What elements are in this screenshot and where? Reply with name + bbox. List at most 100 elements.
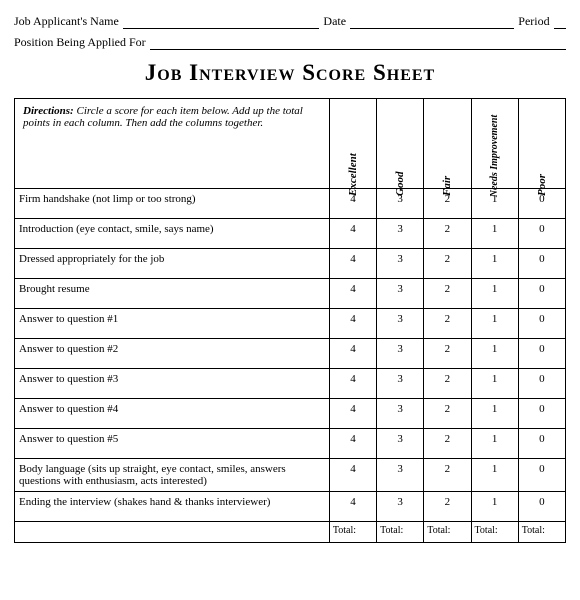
- score-cell[interactable]: 4: [329, 309, 376, 339]
- table-row: Answer to question #243210: [15, 339, 566, 369]
- score-cell[interactable]: 3: [377, 339, 424, 369]
- score-cell[interactable]: 3: [377, 279, 424, 309]
- totals-empty-cell: [15, 522, 330, 543]
- item-cell: Answer to question #5: [15, 429, 330, 459]
- score-cell[interactable]: 2: [424, 279, 471, 309]
- score-cell[interactable]: 2: [424, 249, 471, 279]
- item-cell: Answer to question #1: [15, 309, 330, 339]
- score-cell[interactable]: 1: [471, 399, 518, 429]
- score-cell[interactable]: 0: [518, 309, 565, 339]
- table-row: Ending the interview (shakes hand & than…: [15, 492, 566, 522]
- score-cell[interactable]: 0: [518, 492, 565, 522]
- item-cell: Answer to question #3: [15, 369, 330, 399]
- table-row: Answer to question #343210: [15, 369, 566, 399]
- score-cell[interactable]: 2: [424, 492, 471, 522]
- score-cell[interactable]: 4: [329, 459, 376, 492]
- table-header-row: Directions: Circle a score for each item…: [15, 99, 566, 189]
- score-cell[interactable]: 3: [377, 219, 424, 249]
- score-cell[interactable]: 3: [377, 399, 424, 429]
- score-cell[interactable]: 2: [424, 219, 471, 249]
- applicant-name-blank[interactable]: [123, 15, 320, 29]
- item-cell: Answer to question #2: [15, 339, 330, 369]
- score-cell[interactable]: 4: [329, 369, 376, 399]
- score-cell[interactable]: 4: [329, 429, 376, 459]
- score-cell[interactable]: 3: [377, 309, 424, 339]
- item-cell: Ending the interview (shakes hand & than…: [15, 492, 330, 522]
- directions-label: Directions:: [23, 105, 74, 117]
- score-cell[interactable]: 3: [377, 369, 424, 399]
- table-row: Introduction (eye contact, smile, says n…: [15, 219, 566, 249]
- score-cell[interactable]: 0: [518, 339, 565, 369]
- header-line-1: Job Applicant's Name Date Period: [14, 14, 566, 29]
- table-row: Answer to question #543210: [15, 429, 566, 459]
- score-cell[interactable]: 4: [329, 339, 376, 369]
- score-cell[interactable]: 0: [518, 369, 565, 399]
- score-cell[interactable]: 4: [329, 219, 376, 249]
- item-cell: Body language (sits up straight, eye con…: [15, 459, 330, 492]
- score-cell[interactable]: 1: [471, 459, 518, 492]
- score-cell[interactable]: 2: [424, 429, 471, 459]
- score-cell[interactable]: 2: [424, 399, 471, 429]
- applicant-name-label: Job Applicant's Name: [14, 14, 119, 29]
- col-head-excellent: Excellent: [329, 99, 376, 189]
- score-cell[interactable]: 3: [377, 429, 424, 459]
- score-cell[interactable]: 0: [518, 429, 565, 459]
- score-cell[interactable]: 0: [518, 279, 565, 309]
- date-blank[interactable]: [350, 15, 514, 29]
- total-cell[interactable]: Total:: [424, 522, 471, 543]
- score-cell[interactable]: 2: [424, 369, 471, 399]
- item-cell: Introduction (eye contact, smile, says n…: [15, 219, 330, 249]
- item-cell: Firm handshake (not limp or too strong): [15, 189, 330, 219]
- score-cell[interactable]: 1: [471, 429, 518, 459]
- score-cell[interactable]: 1: [471, 492, 518, 522]
- period-label: Period: [518, 14, 549, 29]
- score-cell[interactable]: 2: [424, 309, 471, 339]
- table-row: Answer to question #443210: [15, 399, 566, 429]
- score-cell[interactable]: 1: [471, 309, 518, 339]
- score-table: Directions: Circle a score for each item…: [14, 98, 566, 543]
- item-cell: Brought resume: [15, 279, 330, 309]
- score-cell[interactable]: 1: [471, 249, 518, 279]
- score-cell[interactable]: 0: [518, 219, 565, 249]
- total-cell[interactable]: Total:: [471, 522, 518, 543]
- score-cell[interactable]: 1: [471, 219, 518, 249]
- col-head-good: Good: [377, 99, 424, 189]
- score-cell[interactable]: 4: [329, 249, 376, 279]
- score-cell[interactable]: 4: [329, 399, 376, 429]
- total-cell[interactable]: Total:: [518, 522, 565, 543]
- table-row: Body language (sits up straight, eye con…: [15, 459, 566, 492]
- score-cell[interactable]: 4: [329, 279, 376, 309]
- score-cell[interactable]: 3: [377, 492, 424, 522]
- score-cell[interactable]: 0: [518, 459, 565, 492]
- score-cell[interactable]: 3: [377, 459, 424, 492]
- score-cell[interactable]: 2: [424, 339, 471, 369]
- score-cell[interactable]: 3: [377, 249, 424, 279]
- table-row: Dressed appropriately for the job43210: [15, 249, 566, 279]
- directions-cell: Directions: Circle a score for each item…: [15, 99, 330, 189]
- item-cell: Dressed appropriately for the job: [15, 249, 330, 279]
- score-cell[interactable]: 0: [518, 399, 565, 429]
- item-cell: Answer to question #4: [15, 399, 330, 429]
- score-cell[interactable]: 2: [424, 459, 471, 492]
- table-row: Brought resume43210: [15, 279, 566, 309]
- table-row: Firm handshake (not limp or too strong)4…: [15, 189, 566, 219]
- table-row: Answer to question #143210: [15, 309, 566, 339]
- score-cell[interactable]: 4: [329, 492, 376, 522]
- col-head-poor: Poor: [518, 99, 565, 189]
- score-cell[interactable]: 1: [471, 369, 518, 399]
- score-cell[interactable]: 1: [471, 339, 518, 369]
- col-head-needs-improvement: Needs Improvement: [471, 99, 518, 189]
- position-blank[interactable]: [150, 36, 566, 50]
- table-body: Firm handshake (not limp or too strong)4…: [15, 189, 566, 543]
- total-cell[interactable]: Total:: [329, 522, 376, 543]
- col-head-fair: Fair: [424, 99, 471, 189]
- score-cell[interactable]: 1: [471, 279, 518, 309]
- header-line-2: Position Being Applied For: [14, 35, 566, 50]
- date-label: Date: [323, 14, 346, 29]
- totals-row: Total:Total:Total:Total:Total:: [15, 522, 566, 543]
- total-cell[interactable]: Total:: [377, 522, 424, 543]
- page-title: Job Interview Score Sheet: [14, 60, 566, 86]
- position-label: Position Being Applied For: [14, 35, 146, 50]
- score-cell[interactable]: 0: [518, 249, 565, 279]
- period-blank[interactable]: [554, 15, 566, 29]
